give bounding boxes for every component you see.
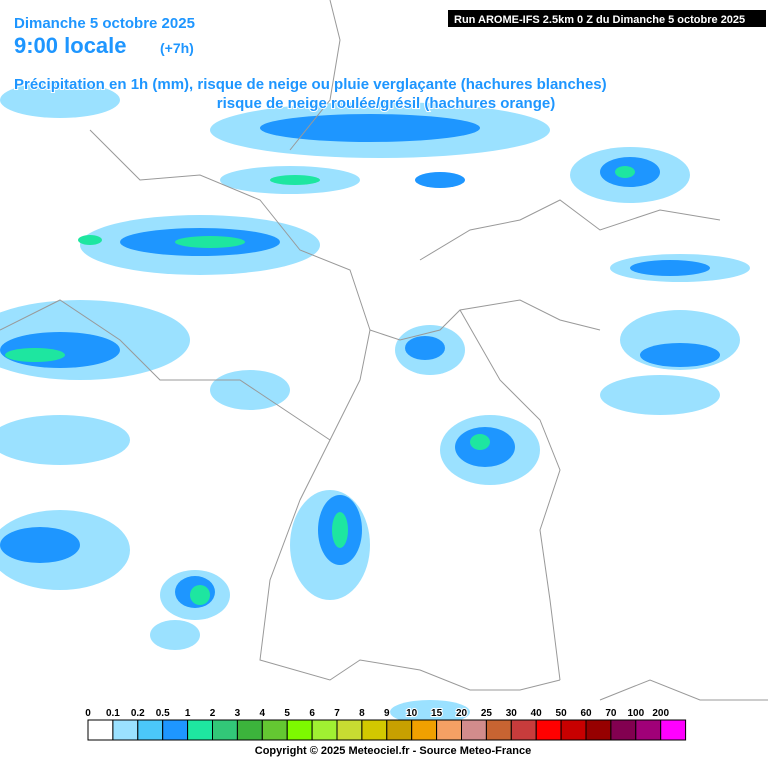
legend-label: 0.5 [156, 708, 170, 719]
legend-swatch [87, 719, 114, 741]
legend-swatch [212, 719, 238, 741]
legend-swatch [610, 719, 637, 741]
legend-label: 25 [481, 708, 493, 719]
description: Précipitation en 1h (mm), risque de neig… [14, 76, 607, 93]
legend-swatch [336, 719, 363, 741]
legend-label: 0.2 [131, 708, 145, 719]
legend-swatch [535, 719, 562, 741]
legend-label: 40 [531, 708, 543, 719]
legend-label: 30 [506, 708, 518, 719]
precipitation [0, 82, 750, 724]
borders [0, 0, 768, 701]
legend-swatch [137, 719, 164, 741]
legend-label: 100 [627, 708, 644, 719]
legend-label: 5 [284, 708, 290, 719]
legend-label: 200 [652, 708, 669, 719]
legend-swatch [162, 719, 189, 741]
legend-label: 50 [556, 708, 568, 719]
run-box [448, 10, 766, 27]
legend-label: 3 [235, 708, 241, 719]
legend-swatch [510, 719, 537, 741]
legend-label: 60 [580, 708, 592, 719]
legend-label: 70 [605, 708, 617, 719]
legend-label: 10 [406, 708, 418, 719]
legend-swatch [585, 719, 612, 741]
time: 9:00 locale [14, 33, 127, 58]
legend-swatch [311, 719, 338, 741]
legend-label: 8 [359, 708, 365, 719]
description: risque de neige roulée/grésil (hachures … [217, 95, 555, 112]
legend-swatch [635, 719, 662, 741]
legend-swatch [187, 719, 214, 741]
legend-swatch [436, 719, 463, 741]
legend-label: 2 [210, 708, 216, 719]
legend-label: 7 [334, 708, 340, 719]
legend-label: 1 [185, 708, 191, 719]
run: Run AROME-IFS 2.5km 0 Z du Dimanche 5 oc… [454, 14, 745, 26]
offset: (+7h) [160, 40, 194, 56]
legend-swatch [112, 719, 139, 741]
legend: 0 0.1 0.2 0.5 1 2 3 4 5 6 7 8 9 10 15 20 25 30 40 50 60 70 100… [84, 707, 687, 741]
legend-swatch [286, 719, 313, 741]
legend-swatch [261, 719, 288, 741]
legend-swatch [411, 719, 438, 741]
legend-label: 20 [456, 708, 468, 719]
legend-swatch [386, 719, 413, 741]
legend-label: 0 [85, 708, 91, 719]
date: Dimanche 5 octobre 2025 [14, 15, 195, 32]
legend-label: 4 [260, 708, 266, 719]
legend-label: 9 [384, 708, 390, 719]
legend-swatch [485, 719, 512, 741]
legend-label: 6 [309, 708, 315, 719]
legend-swatch [660, 719, 687, 741]
legend-swatch [461, 719, 487, 741]
legend-label: 15 [431, 708, 443, 719]
copyright: Copyright © 2025 Meteociel.fr - Source M… [255, 745, 531, 757]
legend-swatch [361, 719, 388, 741]
legend-swatch [236, 719, 263, 741]
legend-label: 0.1 [106, 708, 120, 719]
legend-swatch [560, 719, 587, 741]
